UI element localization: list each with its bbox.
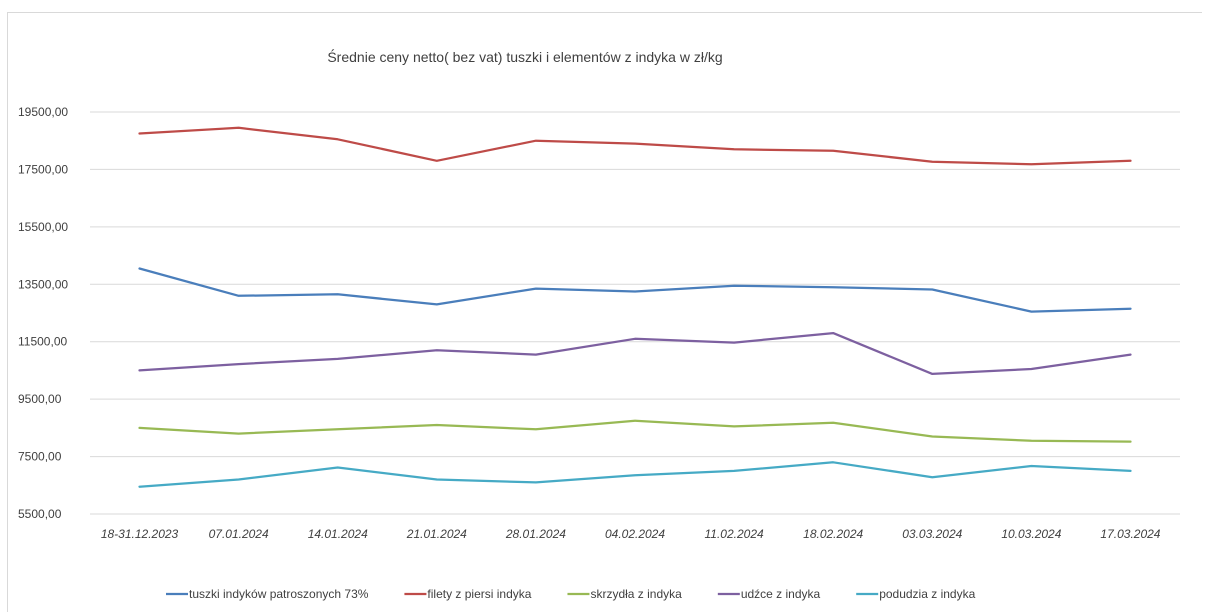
legend-entry: podudzia z indyka [879,587,975,601]
series-line-5 [138,461,1132,488]
x-tick-label: 04.02.2024 [605,527,665,541]
y-tick-label: 19500,00 [18,105,68,119]
chart-title: Średnie ceny netto( bez vat) tuszki i el… [327,48,722,65]
legend-entry: udźce z indyka [741,587,821,601]
x-tick-label: 03.03.2024 [902,527,962,541]
y-tick-label: 13500,00 [18,277,68,291]
x-tick-label: 17.03.2024 [1100,527,1160,541]
y-tick-label: 17500,00 [18,162,68,176]
x-tick-label: 11.02.2024 [705,527,764,541]
y-tick-label: 11500,00 [18,335,67,349]
x-tick-label: 10.03.2024 [1001,527,1061,541]
x-tick-label: 28.01.2024 [505,527,566,541]
legend-entry: filety z piersi indyka [427,587,531,601]
series-line-3 [138,419,1132,443]
series-line-2 [138,126,1132,166]
x-axis-ticks: 18-31.12.2023 07.01.2024 14.01.2024 21.01.2… [101,527,1161,541]
y-tick-label: 7500,00 [18,450,62,464]
x-tick-label: 18-31.12.2023 [101,527,179,541]
legend: tuszki indyków patroszonych 73% filety z … [166,587,976,601]
legend-entry: tuszki indyków patroszonych 73% [189,587,369,601]
x-tick-label: 18.02.2024 [803,527,863,541]
series-lines [138,126,1132,488]
y-axis-ticks: 5500,00 7500,00 9500,00 11500,00 13500,00 155… [18,105,68,521]
x-tick-label: 07.01.2024 [209,527,269,541]
legend-entry: skrzydła z indyka [590,587,682,601]
x-tick-label: 21.01.2024 [406,527,467,541]
y-tick-label: 5500,00 [18,507,62,521]
series-line-1 [138,267,1132,313]
chart-frame [7,12,1202,612]
y-tick-label: 9500,00 [18,392,62,406]
y-tick-label: 15500,00 [18,220,68,234]
x-tick-label: 14.01.2024 [308,527,368,541]
gridlines [90,111,1180,515]
series-line-4 [138,331,1132,376]
